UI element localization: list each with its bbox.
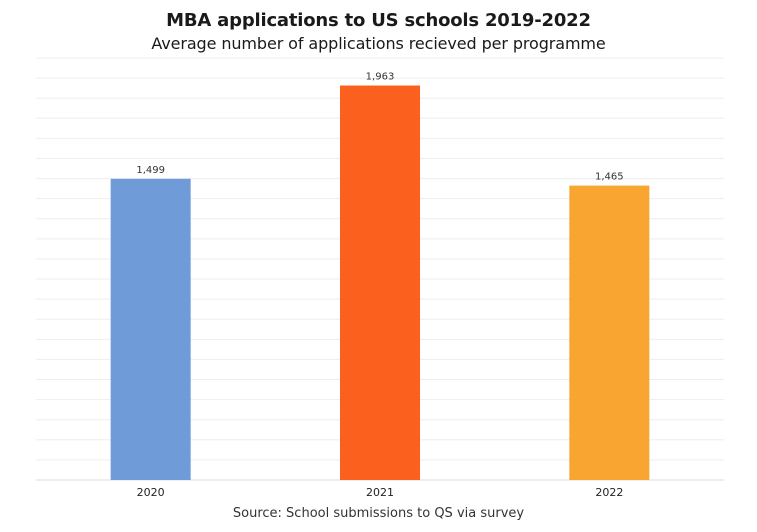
bar-2020 [110,178,191,480]
category-label-2021: 2021 [366,486,394,499]
category-label-2022: 2022 [595,486,623,499]
bars [110,85,650,480]
chart-title: MBA applications to US schools 2019-2022 [166,10,591,31]
bar-2022 [569,185,650,480]
chart-subtitle: Average number of applications recieved … [151,34,606,53]
value-label-2021: 1,963 [366,72,395,83]
category-labels: 2020 2021 2022 [137,486,624,499]
value-labels: 1,499 1,963 1,465 [136,72,623,183]
category-label-2020: 2020 [137,486,165,499]
bar-2021 [340,85,420,480]
source-note: Source: School submissions to QS via sur… [232,506,525,521]
value-label-2020: 1,499 [136,165,165,176]
value-label-2022: 1,465 [595,172,624,183]
